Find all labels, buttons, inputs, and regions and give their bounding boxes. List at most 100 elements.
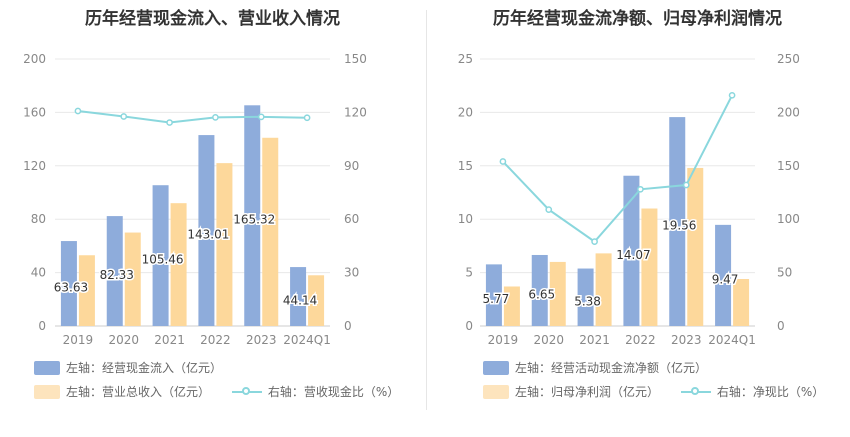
- x-tick-label: 2024Q1: [708, 333, 756, 347]
- x-tick-label: 2021: [154, 333, 185, 347]
- y-left-tick-label: 0: [465, 319, 473, 333]
- y-right-tick-label: 250: [777, 52, 800, 66]
- legend-left-row2: 左轴：营业总收入（亿元） 右轴：营收现金比（%）: [34, 383, 417, 402]
- x-tick-label: 2024Q1: [283, 333, 331, 347]
- x-tick-label: 2021: [579, 333, 610, 347]
- bar-data-label: 6.65: [528, 287, 555, 301]
- line-series: [502, 94, 733, 243]
- legend-label: 右轴：营收现金比（%）: [267, 385, 400, 399]
- legend-swatch: [34, 384, 60, 399]
- legend-label: 左轴：经营活动现金流净额（亿元）: [515, 361, 708, 375]
- bar-data-label: 63.63: [54, 281, 88, 295]
- legend-item-right-bar2[interactable]: 左轴：归母净利润（亿元）: [483, 383, 659, 400]
- bar-primary: [152, 185, 169, 326]
- bar-secondary: [595, 253, 612, 326]
- y-left-tick-label: 200: [23, 52, 46, 66]
- bar-secondary: [216, 163, 233, 326]
- chart-panel-left: 历年经营现金流入、营业收入情况 0 40 80 120 160 200 0 30 60 90 120…: [23, 9, 417, 402]
- legend-right-row1: 左轴：经营活动现金流净额（亿元）: [483, 359, 725, 378]
- legend-swatch: [34, 360, 60, 375]
- bar-secondary: [262, 137, 279, 326]
- line-point: [74, 107, 82, 115]
- bar-primary: [60, 241, 77, 326]
- bar-data-label: 44.14: [283, 294, 317, 308]
- bar-data-label: 82.33: [100, 268, 134, 282]
- line-point: [682, 181, 690, 189]
- x-tick-label: 2019: [488, 333, 519, 347]
- bar-secondary: [308, 275, 325, 326]
- bar-primary: [106, 216, 123, 326]
- legend-right-row2: 左轴：归母净利润（亿元） 右轴：净现比（%）: [483, 383, 842, 402]
- bar-secondary: [124, 232, 141, 326]
- y-right-tick-label: 100: [777, 212, 800, 226]
- line-point: [499, 158, 507, 165]
- bar-secondary: [503, 286, 520, 326]
- line-point: [728, 91, 736, 99]
- legend-line-swatch: [231, 385, 262, 399]
- legend-swatch: [483, 384, 509, 399]
- bar-data-label: 5.77: [483, 292, 510, 306]
- legend-left-row1: 左轴：经营现金流入（亿元）: [34, 359, 240, 378]
- y-left-tick-label: 80: [31, 212, 46, 226]
- x-tick-label: 2022: [200, 333, 231, 347]
- y-left-tick-label: 0: [38, 319, 46, 333]
- y-right-tick-label: 120: [344, 105, 367, 119]
- line-point: [257, 113, 265, 121]
- y-left-tick-label: 40: [31, 266, 46, 280]
- y-right-tick-label: 150: [777, 159, 800, 173]
- bar-primary: [623, 175, 640, 326]
- x-tick-label: 2022: [625, 333, 656, 347]
- bar-primary: [244, 105, 261, 327]
- line-point: [212, 114, 219, 121]
- y-left-tick-label: 15: [458, 159, 473, 173]
- y-left-tick-label: 120: [23, 159, 46, 173]
- line-point: [120, 113, 128, 120]
- y-right-tick-label: 200: [777, 105, 800, 119]
- x-tick-label: 2020: [533, 333, 564, 347]
- line-point: [545, 206, 553, 213]
- bar-data-label: 165.32: [233, 213, 275, 227]
- bar-secondary: [687, 167, 704, 326]
- bar-secondary: [78, 255, 95, 326]
- legend-item-left-bar1[interactable]: 左轴：经营现金流入（亿元）: [34, 359, 222, 376]
- bar-data-label: 19.56: [662, 219, 696, 233]
- bar-primary: [715, 224, 732, 326]
- legend-line-swatch: [680, 385, 711, 399]
- legend-label: 左轴：经营现金流入（亿元）: [66, 361, 223, 375]
- line-point: [303, 114, 311, 122]
- bar-primary: [485, 264, 502, 326]
- bar-primary: [198, 135, 215, 326]
- bar-primary: [290, 267, 307, 326]
- legend-label: 左轴：营业总收入（亿元）: [66, 385, 211, 399]
- x-tick-label: 2020: [108, 333, 139, 347]
- legend-item-right-line[interactable]: 右轴：净现比（%）: [680, 383, 825, 400]
- y-left-tick-label: 10: [458, 212, 473, 226]
- y-left-tick-label: 20: [458, 105, 473, 119]
- bar-data-label: 143.01: [187, 228, 229, 242]
- bar-data-label: 14.07: [616, 248, 650, 262]
- legend-label: 右轴：净现比（%）: [716, 385, 825, 399]
- y-left-tick-label: 25: [458, 52, 473, 66]
- bar-primary: [669, 117, 686, 326]
- legend-swatch: [483, 360, 509, 375]
- legend-item-left-line[interactable]: 右轴：营收现金比（%）: [231, 383, 400, 400]
- y-right-tick-label: 0: [344, 319, 352, 333]
- bar-primary: [577, 268, 594, 326]
- line-point: [591, 238, 598, 245]
- y-right-tick-label: 150: [344, 52, 367, 66]
- y-right-tick-label: 0: [777, 319, 785, 333]
- chart-title-left: 历年经营现金流入、营业收入情况: [85, 9, 340, 29]
- bar-primary: [531, 254, 548, 326]
- chart-left: 0 40 80 120 160 200 0 30 60 90 120 150 63.63 2019 82.3…: [23, 52, 367, 347]
- y-right-tick-label: 30: [344, 266, 359, 280]
- chart-title-right: 历年经营现金流净额、归母净利润情况: [493, 9, 782, 29]
- line-point: [637, 185, 644, 193]
- y-right-tick-label: 60: [344, 212, 359, 226]
- bar-data-label: 5.38: [574, 294, 601, 308]
- y-left-tick-label: 5: [465, 266, 473, 280]
- legend-item-left-bar2[interactable]: 左轴：营业总收入（亿元）: [34, 383, 210, 400]
- legend-label: 左轴：归母净利润（亿元）: [515, 385, 660, 399]
- legend-item-right-bar1[interactable]: 左轴：经营活动现金流净额（亿元）: [483, 359, 707, 376]
- bar-secondary: [733, 279, 750, 326]
- panel-divider: [426, 10, 427, 410]
